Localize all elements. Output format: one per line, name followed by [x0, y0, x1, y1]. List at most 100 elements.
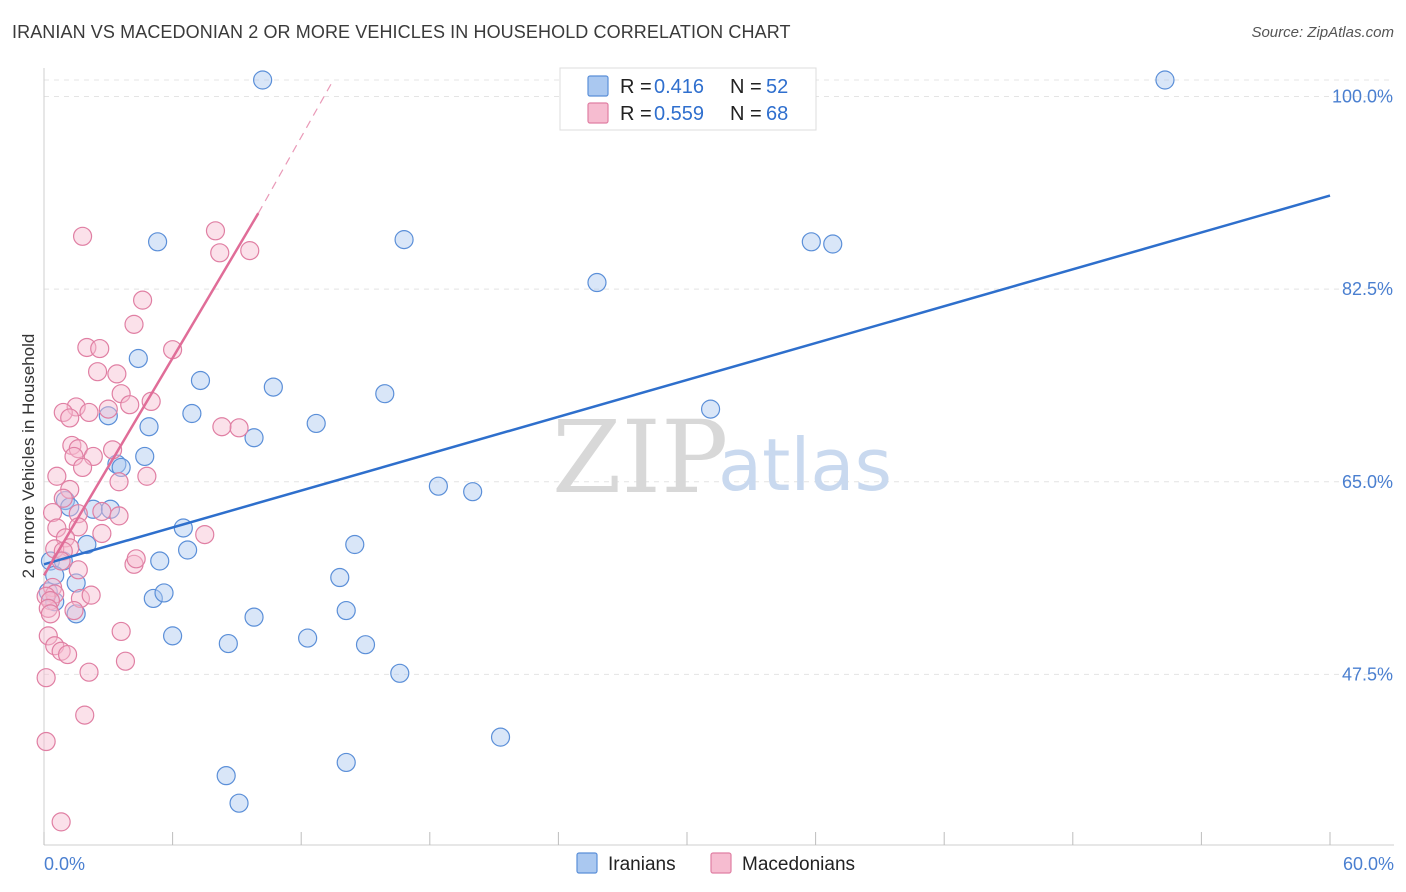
trend-lines [42, 79, 1331, 576]
y-tick-label: 47.5% [1342, 664, 1393, 684]
data-point [150, 551, 170, 571]
data-point [463, 482, 483, 502]
bottom-legend-label-macedonians: Macedonians [742, 854, 855, 875]
x-tick-label-min: 0.0% [44, 854, 85, 874]
data-point [36, 668, 56, 688]
data-point [355, 635, 376, 655]
data-point [90, 338, 110, 359]
data-point [111, 621, 131, 642]
legend-swatch-iranians [587, 75, 609, 97]
data-point [700, 399, 721, 419]
data-point [163, 626, 183, 646]
data-point [53, 488, 73, 508]
data-point [587, 272, 607, 293]
data-point [98, 406, 118, 426]
data-point [182, 403, 202, 424]
data-point [36, 731, 56, 752]
legend-r-label-iranians: R = [620, 76, 652, 98]
data-point [195, 524, 215, 545]
data-point [147, 232, 168, 252]
data-point [47, 466, 67, 486]
bottom-legend-label-iranians: Iranians [608, 854, 676, 875]
data-point [75, 705, 95, 725]
legend-box: R = 0.416 N = 52 R = 0.559 N = 68 [559, 67, 817, 131]
data-point [72, 226, 93, 246]
data-point [45, 565, 65, 585]
data-point [216, 766, 236, 786]
data-point [38, 626, 58, 646]
data-point [87, 362, 108, 382]
data-point [801, 232, 821, 252]
data-point [375, 384, 395, 404]
data-point [40, 604, 61, 624]
y-axis-label: 2 or more Vehicles in Household [19, 334, 38, 579]
data-point [98, 399, 118, 419]
data-point [70, 588, 91, 609]
legend-n-value-iranians: 52 [766, 76, 788, 98]
data-point [137, 466, 157, 486]
legend-r-label-macedonians: R = [620, 103, 652, 125]
data-point [132, 290, 153, 310]
y-tick-label: 82.5% [1342, 279, 1393, 299]
data-point [64, 600, 84, 621]
data-point [823, 234, 843, 254]
data-point [154, 583, 174, 603]
legend-r-value-iranians: 0.416 [654, 76, 704, 98]
data-point [240, 241, 260, 261]
data-point [345, 534, 365, 555]
series-macedonians [36, 221, 260, 832]
data-point [115, 651, 136, 671]
data-point [109, 472, 129, 492]
legend-n-value-macedonians: 68 [766, 103, 788, 125]
data-point [306, 413, 326, 434]
source-label: Source: ZipAtlas.com [1251, 24, 1394, 41]
data-point [330, 567, 350, 588]
data-point [135, 446, 155, 467]
data-point [336, 600, 356, 621]
data-point [218, 633, 238, 654]
data-point [229, 793, 249, 813]
x-ticks: 0.0% 60.0% [43, 832, 1394, 874]
data-point [428, 476, 448, 496]
data-point [79, 662, 99, 682]
data-point [60, 408, 80, 428]
data-point [298, 628, 318, 648]
data-point [42, 502, 63, 523]
bottom-legend: Iranians Macedonians [576, 852, 855, 875]
axes [43, 68, 1394, 846]
data-point [120, 395, 140, 415]
data-point [244, 428, 264, 448]
data-point [92, 501, 112, 522]
data-point [111, 457, 131, 478]
y-ticks: 47.5% 65.0% 82.5% 100.0% [1332, 87, 1393, 685]
data-point [490, 727, 511, 747]
data-point [107, 364, 127, 384]
watermark-zip: ZIP [552, 399, 728, 516]
data-point [126, 549, 146, 569]
data-point [229, 418, 249, 438]
data-point [178, 540, 198, 560]
data-point [109, 506, 129, 526]
data-point [79, 402, 99, 423]
data-point [128, 348, 148, 369]
grid [44, 79, 1394, 675]
data-point [394, 230, 414, 250]
data-point [205, 221, 226, 241]
data-point [139, 417, 159, 437]
data-point [72, 457, 93, 478]
data-point [51, 812, 71, 832]
data-point [390, 663, 410, 683]
data-point [253, 70, 273, 90]
y-tick-label: 100.0% [1332, 87, 1393, 107]
data-point [124, 314, 144, 334]
data-point [336, 752, 356, 773]
data-point [66, 604, 86, 624]
data-point [92, 523, 112, 544]
data-point [81, 585, 101, 605]
watermark-atlas: atlas [718, 423, 892, 507]
x-tick-label-max: 60.0% [1343, 854, 1394, 874]
trend-line-iranians [43, 194, 1331, 566]
data-point [143, 588, 163, 609]
legend-n-label-iranians: N = [730, 76, 762, 98]
